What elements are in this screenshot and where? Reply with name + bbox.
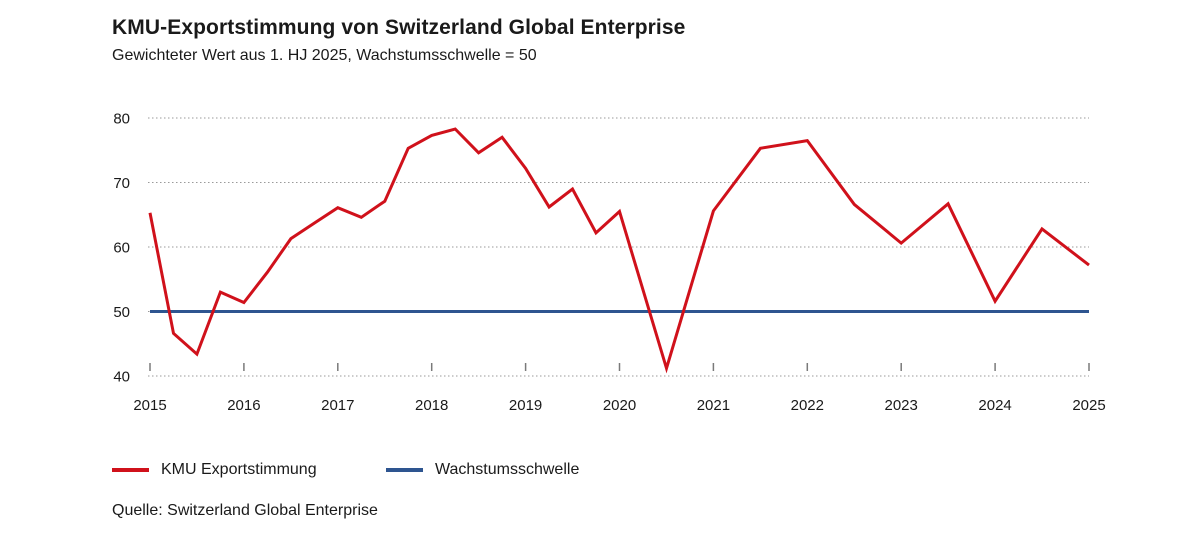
chart-subtitle: Gewichteter Wert aus 1. HJ 2025, Wachstu… — [112, 47, 537, 64]
x-tick-label-2020: 2020 — [603, 397, 636, 414]
y-tick-label-80: 80 — [113, 111, 130, 128]
series-line-kmu-exportstimmung — [148, 127, 1090, 374]
x-tick-label-2022: 2022 — [791, 397, 824, 414]
legend-label-kmu-exportstimmung: KMU Exportstimmung — [161, 461, 317, 478]
x-tick-label-2019: 2019 — [509, 397, 542, 414]
y-tick-label-40: 40 — [113, 369, 130, 386]
legend-swatch-wachstumsschwelle — [386, 468, 423, 472]
y-tick-label-60: 60 — [113, 240, 130, 257]
legend-swatch-kmu-exportstimmung — [112, 468, 149, 472]
chart-title: KMU-Exportstimmung von Switzerland Globa… — [112, 16, 686, 39]
x-tick-label-2023: 2023 — [885, 397, 918, 414]
legend-item-wachstumsschwelle: Wachstumsschwelle — [386, 461, 579, 479]
source-note: Quelle: Switzerland Global Enterprise — [112, 502, 378, 519]
x-tick-label-2016: 2016 — [227, 397, 260, 414]
legend-label-wachstumsschwelle: Wachstumsschwelle — [435, 461, 580, 478]
x-tick-label-2021: 2021 — [697, 397, 730, 414]
x-tick-label-2018: 2018 — [415, 397, 448, 414]
x-tick-label-2017: 2017 — [321, 397, 354, 414]
x-tick-label-2015: 2015 — [133, 397, 166, 414]
y-tick-label-50: 50 — [113, 304, 130, 321]
legend-item-kmu-exportstimmung: KMU Exportstimmung — [112, 461, 317, 479]
x-tick-label-2024: 2024 — [978, 397, 1011, 414]
x-tick-label-2025: 2025 — [1072, 397, 1105, 414]
y-tick-label-70: 70 — [113, 175, 130, 192]
